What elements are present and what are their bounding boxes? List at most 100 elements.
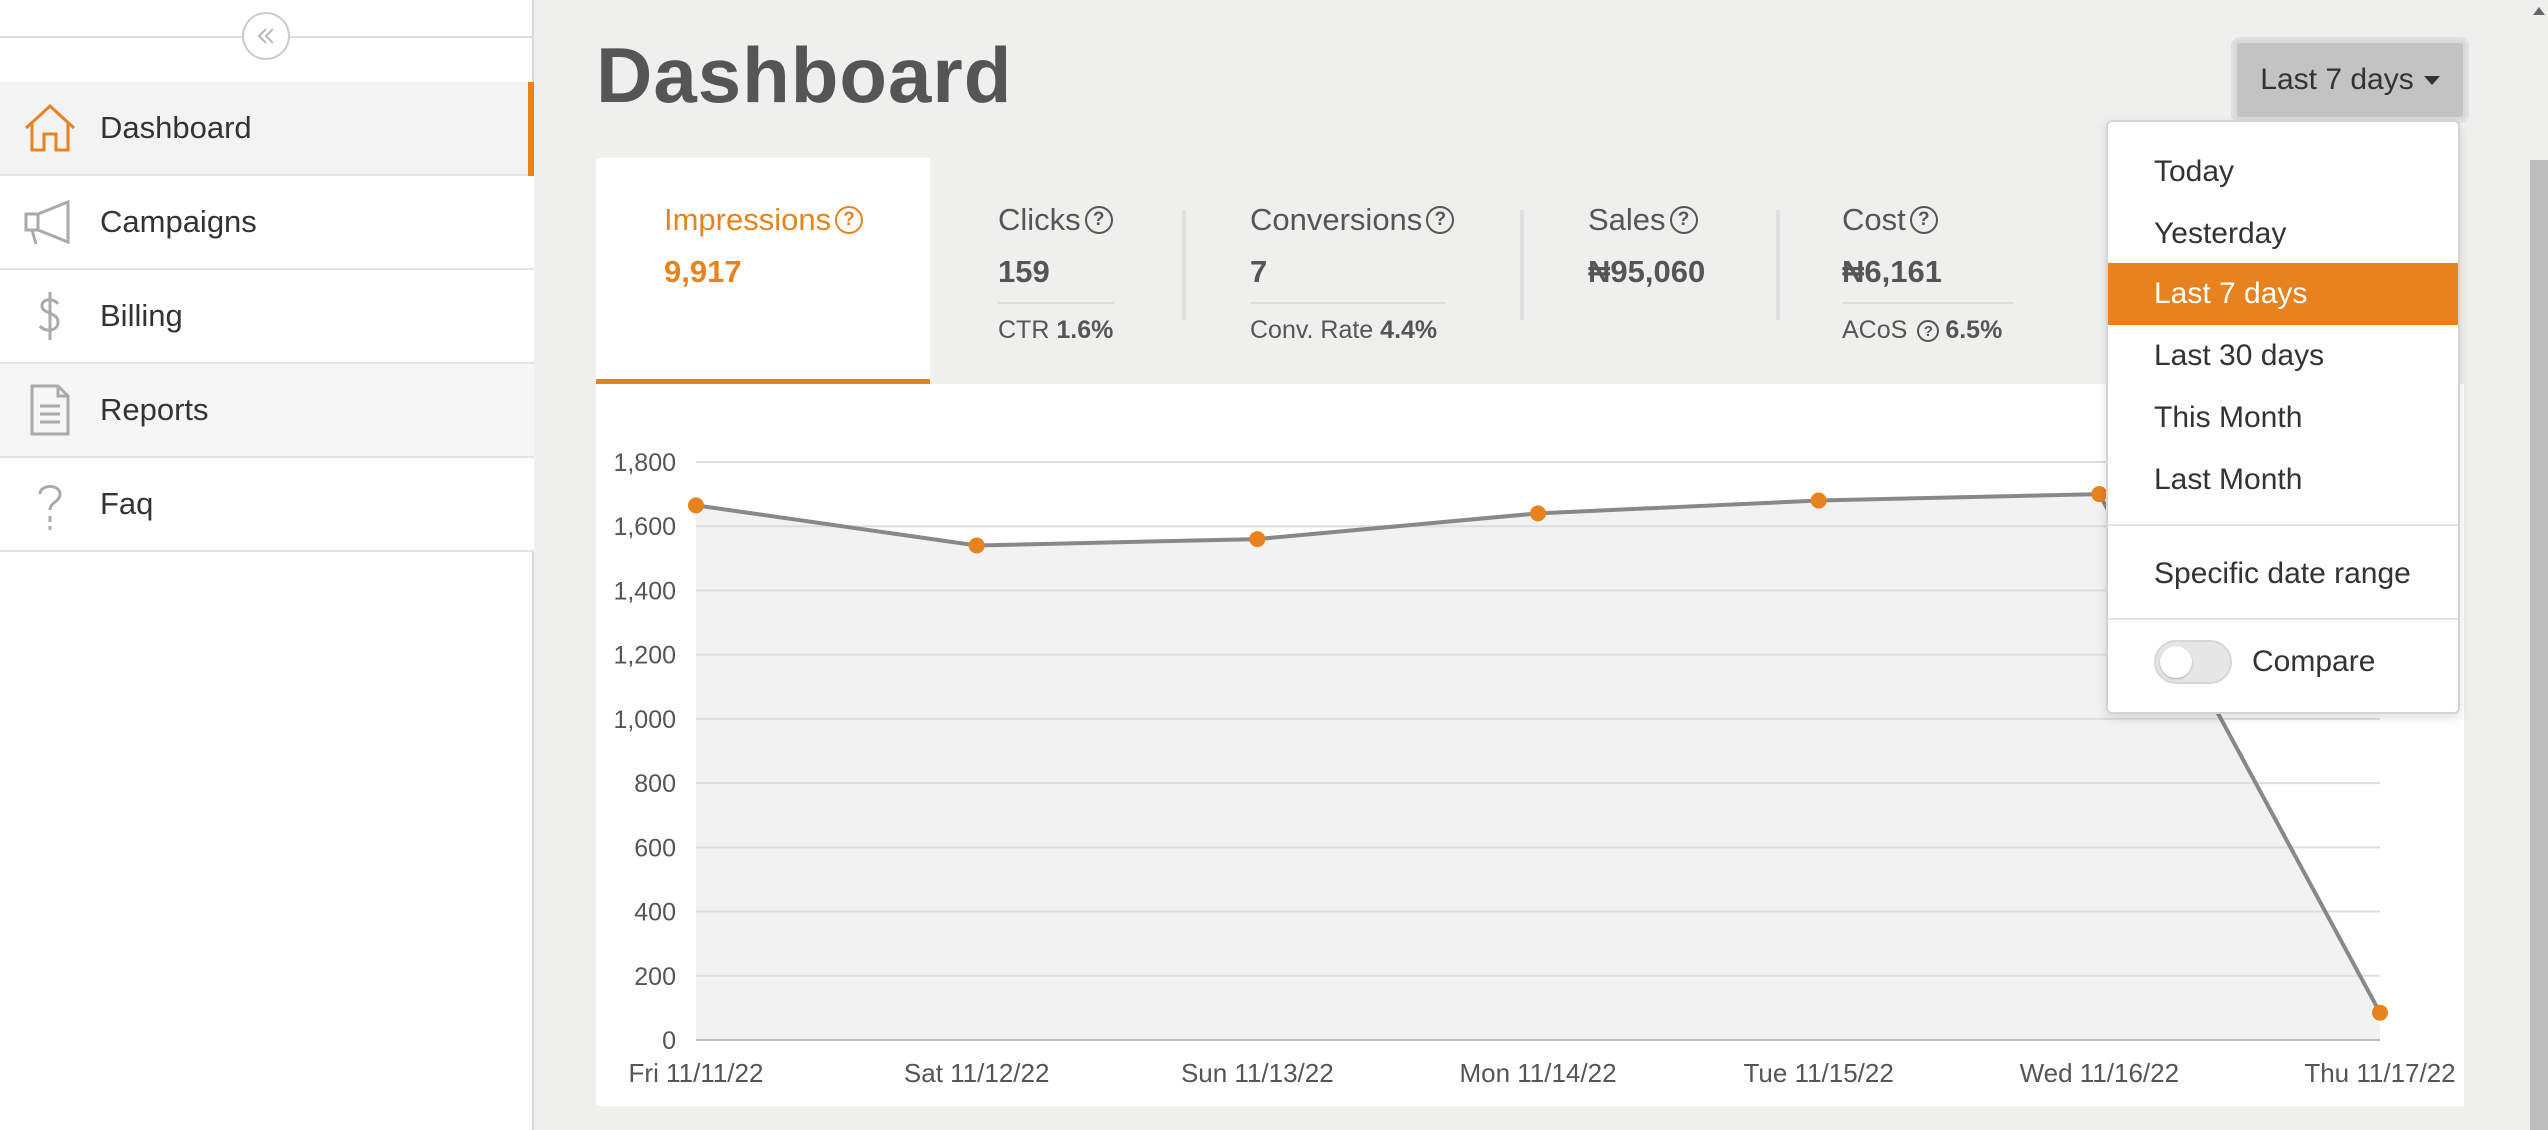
scroll-up-arrow-icon[interactable]	[2530, 0, 2548, 22]
compare-label: Compare	[2252, 645, 2376, 678]
sidebar-item-label: Dashboard	[100, 110, 252, 145]
help-icon[interactable]: ?	[1909, 206, 1938, 234]
dropdown-option-specific-date-range[interactable]: Specific date range	[2154, 557, 2411, 590]
metric-sub: ACoS? 6.5%	[1842, 302, 2014, 345]
metric-divider	[1776, 210, 1780, 320]
date-range-button[interactable]: Last 7 days	[2234, 40, 2466, 120]
x-tick-label: Tue 11/15/22	[1743, 1058, 1893, 1088]
help-icon[interactable]: ?	[1669, 206, 1698, 234]
dropdown-option-last-7-days[interactable]: Last 7 days	[2108, 263, 2458, 325]
double-chevron-left-icon	[257, 28, 274, 44]
sidebar-item-billing[interactable]: Billing	[0, 270, 534, 364]
sidebar: Dashboard Campaigns Billing	[0, 0, 534, 1130]
metric-divider	[1182, 210, 1186, 320]
data-point[interactable]	[2091, 486, 2108, 503]
caret-down-icon	[2423, 75, 2440, 85]
dropdown-option-last-30-days[interactable]: Last 30 days	[2154, 339, 2325, 372]
dropdown-option-this-month[interactable]: This Month	[2154, 401, 2303, 434]
date-range-dropdown: Today Yesterday Last 7 days Last 30 days…	[2106, 120, 2460, 714]
sidebar-item-campaigns[interactable]: Campaigns	[0, 176, 534, 270]
metric-tab-impressions[interactable]: Impressions ? 9,917	[596, 158, 930, 384]
dropdown-divider	[2108, 524, 2458, 526]
impressions-line-chart: 0 200 400 600 800 1,000 1,200 1,400 1,600 1,800 Fr…	[613, 449, 2455, 1088]
metric-label-text: Cost	[1842, 202, 1906, 237]
x-tick-label: Sat 11/12/22	[904, 1058, 1050, 1088]
y-tick-label: 800	[634, 770, 676, 798]
help-icon[interactable]: ?	[835, 206, 864, 234]
dropdown-option-last-month[interactable]: Last Month	[2154, 463, 2303, 496]
metric-sub-value: 1.6%	[1056, 316, 1114, 344]
date-range-label: Last 7 days	[2260, 63, 2414, 96]
data-point[interactable]	[1249, 531, 1266, 548]
metric-label: Conversions ?	[1250, 202, 1455, 238]
dollar-icon	[0, 288, 100, 344]
sidebar-item-label: Billing	[100, 298, 183, 333]
metric-value: ₦6,161	[1842, 254, 1942, 289]
data-point[interactable]	[1530, 505, 1546, 522]
metric-label-text: Clicks	[998, 202, 1081, 237]
scrollbar-thumb[interactable]	[2530, 160, 2548, 1130]
compare-toggle[interactable]	[2154, 640, 2232, 684]
sidebar-item-label: Reports	[100, 392, 209, 427]
metric-label: Impressions ?	[664, 202, 864, 238]
metric-value: 159	[998, 254, 1050, 289]
sidebar-item-label: Campaigns	[100, 204, 257, 239]
chart-card: 0 200 400 600 800 1,000 1,200 1,400 1,600 1,800 Fr…	[596, 384, 2464, 1106]
x-tick-label: Sun 11/13/22	[1181, 1058, 1334, 1088]
y-tick-label: 400	[634, 899, 676, 927]
metric-label: Sales ?	[1588, 202, 1705, 238]
help-icon[interactable]: ?	[1917, 320, 1940, 343]
data-point[interactable]	[688, 497, 704, 514]
metric-label: Cost ?	[1842, 202, 2014, 238]
x-tick-label: Mon 11/14/22	[1459, 1058, 1616, 1088]
metrics-bar: Impressions ? 9,917 Clicks ? 159 CTR 1.6…	[596, 158, 2476, 384]
metric-label: Clicks ?	[998, 202, 1114, 238]
y-tick-label: 0	[662, 1027, 676, 1055]
y-tick-label: 1,400	[613, 577, 676, 605]
metric-sub: CTR 1.6%	[998, 302, 1114, 345]
y-tick-label: 200	[634, 963, 676, 991]
sidebar-item-dashboard[interactable]: Dashboard	[0, 82, 534, 176]
metric-sub-value: 4.4%	[1380, 316, 1438, 344]
sidebar-item-label: Faq	[100, 486, 154, 521]
y-tick-label: 1,000	[613, 706, 676, 734]
x-tick-label: Wed 11/16/22	[2020, 1058, 2180, 1088]
metric-sub-label: Conv. Rate	[1250, 316, 1374, 344]
document-icon	[0, 382, 100, 438]
collapse-sidebar-button[interactable]	[242, 12, 290, 60]
question-icon	[0, 476, 100, 532]
metric-value: ₦95,060	[1588, 254, 1706, 289]
dropdown-option-yesterday[interactable]: Yesterday	[2154, 217, 2287, 250]
metric-label-text: Sales	[1588, 202, 1666, 237]
data-point[interactable]	[2372, 1004, 2388, 1021]
chart-area	[696, 494, 2380, 1041]
sidebar-item-reports[interactable]: Reports	[0, 364, 534, 458]
help-icon[interactable]: ?	[1426, 206, 1455, 234]
home-icon	[0, 100, 100, 156]
y-tick-label: 1,600	[613, 513, 676, 541]
megaphone-icon	[0, 194, 100, 250]
metric-sub-label: CTR	[998, 316, 1050, 344]
metric-sub-label: ACoS	[1842, 316, 1908, 344]
sidebar-nav: Dashboard Campaigns Billing	[0, 82, 534, 552]
page-title: Dashboard	[596, 31, 1013, 119]
metric-value: 9,917	[664, 254, 742, 289]
metric-value: 7	[1250, 254, 1268, 289]
y-tick-label: 1,200	[613, 642, 676, 670]
x-tick-label: Fri 11/11/22	[629, 1058, 764, 1088]
metric-divider	[1520, 210, 1524, 320]
metric-label-text: Conversions	[1250, 202, 1423, 237]
dropdown-divider	[2108, 618, 2458, 620]
sidebar-item-faq[interactable]: Faq	[0, 458, 534, 552]
y-tick-label: 600	[634, 834, 676, 862]
metric-label-text: Impressions	[664, 202, 832, 237]
dropdown-option-today[interactable]: Today	[2154, 155, 2235, 188]
data-point[interactable]	[968, 537, 985, 554]
metric-sub: Conv. Rate 4.4%	[1250, 302, 1446, 345]
toggle-knob	[2160, 646, 2192, 678]
help-icon[interactable]: ?	[1084, 206, 1113, 234]
y-tick-label: 1,800	[613, 449, 676, 477]
data-point[interactable]	[1810, 492, 1827, 509]
metric-sub-value: 6.5%	[1945, 316, 2003, 344]
x-tick-label: Thu 11/17/22	[2304, 1058, 2455, 1088]
